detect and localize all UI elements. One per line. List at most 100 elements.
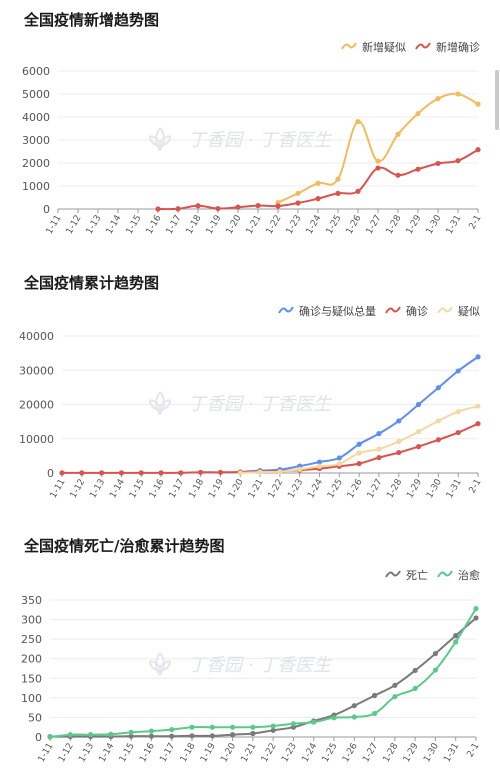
- x-tick-label: 1-11: [37, 742, 56, 765]
- data-point: [295, 190, 301, 196]
- x-tick-label: 1-26: [341, 741, 360, 764]
- scrollbar[interactable]: [495, 70, 499, 130]
- data-point: [275, 203, 281, 209]
- data-point: [355, 119, 361, 125]
- data-point: [235, 204, 241, 210]
- legend-item[interactable]: 治愈: [437, 568, 480, 582]
- y-tick-label: 50: [28, 711, 42, 724]
- y-tick-label: 2000: [22, 157, 50, 170]
- legend-item[interactable]: 死亡: [385, 568, 428, 582]
- x-tick-label: 1-31: [445, 478, 464, 501]
- data-point: [198, 469, 204, 475]
- data-point: [415, 401, 422, 408]
- data-point: [453, 633, 459, 639]
- data-point: [175, 206, 181, 212]
- data-point: [158, 470, 164, 476]
- watermark-logo: [149, 652, 171, 677]
- x-tick-label: 1-17: [168, 478, 187, 501]
- legend-label: 治愈: [458, 568, 480, 582]
- data-point: [432, 651, 439, 657]
- legend-item[interactable]: 确诊: [385, 304, 428, 318]
- x-tick-label: 1-28: [382, 741, 401, 764]
- chart-title-cumulative: 全国疫情累计趋势图: [24, 274, 160, 292]
- y-tick-label: 300: [21, 614, 42, 627]
- x-tick-label: 1-19: [199, 741, 218, 764]
- legend[interactable]: 治愈 死亡: [385, 568, 480, 582]
- legend-symbol: [437, 570, 453, 578]
- y-tick-label: 40000: [19, 330, 54, 343]
- watermark: 丁香园 · 丁香医生: [149, 652, 333, 677]
- x-tick-label: 1-29: [405, 213, 424, 236]
- legend-symbol: [437, 306, 453, 314]
- x-tick-label: 1-14: [108, 477, 127, 500]
- data-point: [148, 728, 155, 734]
- x-tick-label: 1-24: [306, 477, 325, 500]
- data-point: [453, 639, 459, 645]
- x-tick-label: 1-21: [247, 478, 266, 501]
- y-tick-label: 5000: [22, 88, 50, 101]
- chart-title-new-cases: 全国疫情新增趋势图: [24, 11, 160, 29]
- y-tick-label: 0: [43, 203, 50, 216]
- legend-label: 确诊: [406, 304, 428, 318]
- x-tick-label: 1-16: [148, 477, 167, 500]
- data-point: [371, 692, 378, 699]
- x-tick-label: 1-19: [205, 213, 224, 236]
- data-point: [351, 714, 357, 720]
- x-tick-label: 1-20: [219, 741, 238, 764]
- x-tick-label: 1-25: [321, 742, 340, 765]
- x-tick-label: 1-13: [88, 478, 107, 501]
- data-point: [415, 444, 422, 450]
- y-tick-label: 1000: [22, 180, 50, 193]
- data-point: [396, 449, 402, 456]
- legend-item[interactable]: 确诊与疑似总量: [278, 304, 376, 318]
- legend[interactable]: 新增确诊 新增疑似: [341, 40, 480, 54]
- data-point: [118, 470, 125, 476]
- y-tick-label: 0: [35, 731, 42, 744]
- x-tick-label: 1-15: [125, 214, 144, 237]
- x-tick-label: 1-30: [422, 741, 441, 764]
- data-point: [87, 732, 94, 738]
- x-tick-label: 1-15: [118, 742, 137, 765]
- data-point: [209, 733, 215, 739]
- x-tick-label: 1-12: [57, 742, 76, 765]
- data-point: [435, 418, 441, 424]
- data-point: [189, 724, 195, 730]
- x-tick-label: 2-1: [466, 742, 482, 760]
- data-point: [473, 615, 479, 621]
- legend-label: 疑似: [458, 305, 480, 318]
- data-point: [99, 470, 105, 476]
- x-tick-label: 1-16: [138, 741, 157, 764]
- x-tick-label: 1-14: [98, 741, 117, 764]
- legend[interactable]: 疑似 确诊 确诊与疑似总量: [278, 304, 480, 318]
- legend-item[interactable]: 疑似: [437, 305, 480, 318]
- data-point: [250, 730, 256, 737]
- data-point: [455, 158, 461, 164]
- series-line: [61, 422, 479, 474]
- data-point: [169, 726, 175, 733]
- series-2: [237, 403, 481, 476]
- data-point: [79, 470, 85, 476]
- data-point: [169, 733, 175, 739]
- legend-item[interactable]: 新增确诊: [415, 40, 480, 54]
- data-point: [336, 455, 342, 461]
- y-tick-label: 350: [21, 594, 42, 607]
- data-point: [336, 461, 342, 467]
- x-tick-label: 1-17: [165, 214, 184, 237]
- data-point: [415, 110, 421, 117]
- x-tick-label: 1-16: [145, 213, 164, 236]
- legend-symbol: [385, 570, 401, 578]
- x-tick-label: 1-18: [179, 741, 198, 764]
- chart-title-death-cure: 全国疫情死亡/治愈累计趋势图: [24, 537, 225, 555]
- x-tick-label: 1-14: [105, 213, 124, 236]
- x-tick-label: 1-24: [305, 213, 324, 236]
- data-point: [195, 203, 201, 209]
- data-point: [475, 403, 481, 409]
- chart-panel-cumulative: 全国疫情累计趋势图 丁香园 · 丁香医生 0 10000 20000 30000 4000…: [0, 262, 500, 522]
- x-tick-label: 2-1: [468, 478, 484, 496]
- y-tick-label: 6000: [22, 65, 50, 78]
- x-tick-label: 1-20: [225, 213, 244, 236]
- legend-label: 死亡: [406, 568, 428, 582]
- legend-item[interactable]: 新增疑似: [341, 40, 406, 54]
- legend-label: 新增确诊: [436, 40, 480, 54]
- legend-symbol: [278, 306, 294, 314]
